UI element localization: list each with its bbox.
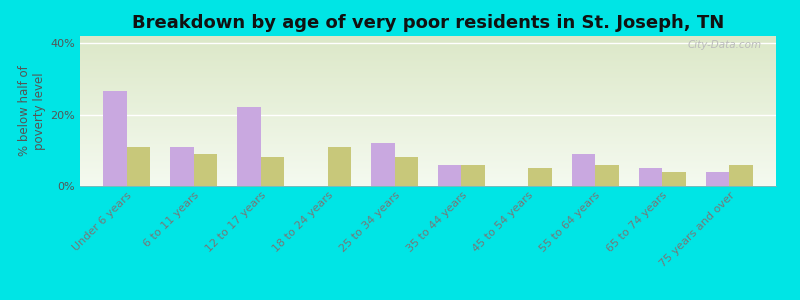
- Bar: [103, 92, 127, 186]
- Bar: [127, 147, 150, 186]
- Y-axis label: % below half of
poverty level: % below half of poverty level: [18, 66, 46, 156]
- Bar: [238, 107, 261, 186]
- Bar: [595, 165, 618, 186]
- Bar: [170, 147, 194, 186]
- Bar: [572, 154, 595, 186]
- Bar: [639, 168, 662, 186]
- Bar: [371, 143, 394, 186]
- Bar: [462, 165, 485, 186]
- Bar: [328, 147, 351, 186]
- Bar: [729, 165, 753, 186]
- Bar: [662, 172, 686, 186]
- Title: Breakdown by age of very poor residents in St. Joseph, TN: Breakdown by age of very poor residents …: [132, 14, 724, 32]
- Text: City-Data.com: City-Data.com: [688, 40, 762, 50]
- Bar: [438, 165, 462, 186]
- Bar: [528, 168, 552, 186]
- Bar: [394, 158, 418, 186]
- Bar: [194, 154, 217, 186]
- Bar: [261, 158, 284, 186]
- Bar: [706, 172, 729, 186]
